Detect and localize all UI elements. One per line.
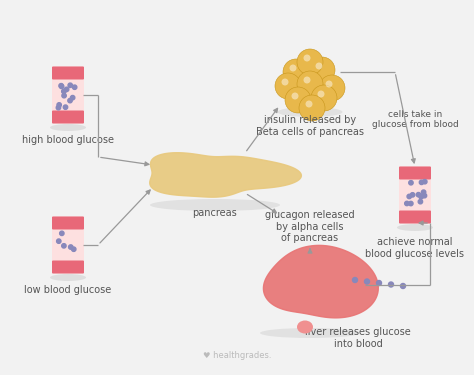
Circle shape	[389, 282, 393, 287]
Circle shape	[419, 195, 423, 199]
Circle shape	[318, 90, 325, 98]
Circle shape	[285, 87, 311, 113]
Circle shape	[353, 278, 357, 282]
FancyBboxPatch shape	[52, 216, 84, 229]
Circle shape	[283, 59, 309, 85]
Circle shape	[62, 93, 66, 98]
Circle shape	[59, 84, 64, 88]
Circle shape	[365, 279, 370, 284]
Text: achieve normal
blood glucose levels: achieve normal blood glucose levels	[365, 237, 465, 259]
Text: ♥ healthgrades.: ♥ healthgrades.	[203, 351, 271, 360]
Circle shape	[407, 194, 411, 199]
Circle shape	[292, 93, 299, 99]
Text: low blood glucose: low blood glucose	[24, 285, 111, 295]
FancyBboxPatch shape	[52, 111, 84, 123]
Circle shape	[68, 83, 73, 87]
Circle shape	[419, 180, 424, 184]
Circle shape	[401, 284, 405, 288]
Ellipse shape	[50, 274, 86, 281]
Ellipse shape	[397, 224, 433, 231]
Circle shape	[309, 57, 335, 83]
Text: insulin released by
Beta cells of pancreas: insulin released by Beta cells of pancre…	[256, 115, 364, 136]
Circle shape	[421, 190, 426, 194]
Circle shape	[275, 73, 301, 99]
FancyBboxPatch shape	[399, 166, 431, 224]
Polygon shape	[264, 245, 378, 318]
Circle shape	[299, 95, 325, 121]
Circle shape	[316, 63, 322, 69]
Circle shape	[62, 89, 66, 94]
Circle shape	[311, 85, 337, 111]
Text: cells take in
glucose from blood: cells take in glucose from blood	[372, 110, 458, 129]
FancyBboxPatch shape	[399, 166, 431, 180]
Circle shape	[319, 75, 345, 101]
Circle shape	[303, 54, 310, 62]
Ellipse shape	[150, 199, 280, 211]
Circle shape	[409, 180, 413, 185]
Circle shape	[297, 71, 323, 97]
Text: pancreas: pancreas	[192, 208, 237, 218]
Circle shape	[303, 76, 310, 84]
FancyBboxPatch shape	[52, 66, 84, 123]
FancyBboxPatch shape	[52, 261, 84, 273]
Circle shape	[71, 96, 75, 100]
Text: glucagon released
by alpha cells
of pancreas: glucagon released by alpha cells of panc…	[265, 210, 355, 243]
Circle shape	[297, 49, 323, 75]
Ellipse shape	[260, 328, 360, 338]
FancyBboxPatch shape	[52, 216, 84, 273]
Circle shape	[60, 231, 64, 236]
Ellipse shape	[297, 321, 313, 333]
Circle shape	[422, 194, 427, 198]
Circle shape	[409, 201, 413, 206]
Text: liver releases glucose
into blood: liver releases glucose into blood	[305, 327, 411, 349]
Circle shape	[423, 180, 427, 184]
Circle shape	[56, 239, 61, 243]
Circle shape	[290, 64, 297, 72]
Circle shape	[69, 245, 73, 249]
Circle shape	[405, 201, 409, 206]
Ellipse shape	[50, 124, 86, 131]
Circle shape	[57, 103, 61, 107]
Circle shape	[410, 193, 415, 197]
FancyBboxPatch shape	[52, 66, 84, 80]
Circle shape	[59, 84, 64, 88]
Circle shape	[306, 100, 312, 108]
Circle shape	[56, 105, 61, 110]
Circle shape	[72, 247, 76, 251]
Circle shape	[326, 81, 332, 87]
Ellipse shape	[277, 107, 343, 117]
Circle shape	[73, 85, 77, 89]
Circle shape	[62, 244, 66, 248]
Circle shape	[418, 200, 423, 204]
Polygon shape	[150, 153, 301, 197]
Circle shape	[416, 192, 420, 197]
Circle shape	[64, 105, 68, 110]
Circle shape	[282, 78, 289, 86]
Circle shape	[376, 280, 382, 285]
FancyBboxPatch shape	[399, 210, 431, 224]
Circle shape	[64, 87, 69, 92]
Text: high blood glucose: high blood glucose	[22, 135, 114, 145]
Circle shape	[68, 98, 72, 103]
